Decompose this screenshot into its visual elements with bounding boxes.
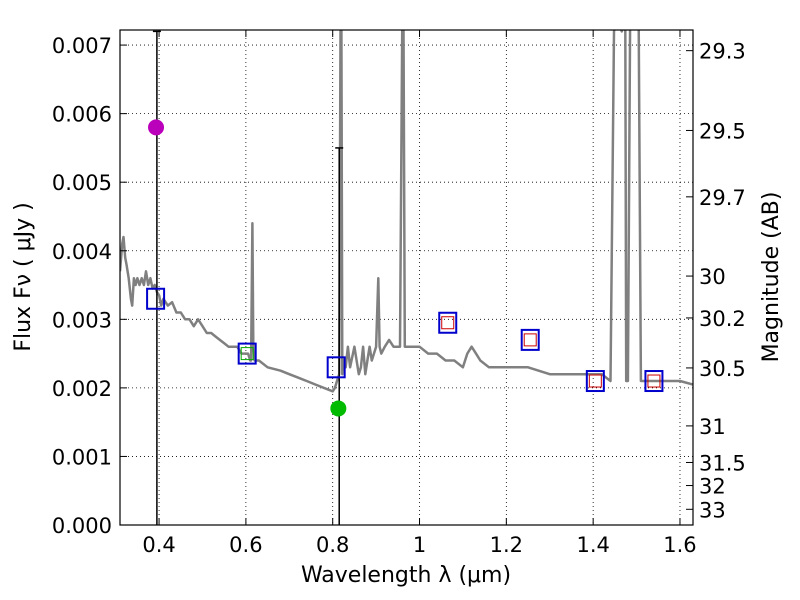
x-tick-label: 1.2	[490, 533, 523, 557]
magnitude-tick-label: 29.7	[699, 186, 746, 210]
magnitude-tick-label: 30	[699, 265, 726, 289]
y-tick-label: 0.000	[52, 514, 112, 538]
magnitude-tick-label: 31	[699, 415, 726, 439]
model-photometry-square	[585, 370, 605, 393]
x-tick-label: 1.6	[663, 533, 696, 557]
observed-photometry-square	[523, 333, 537, 347]
grid	[120, 30, 693, 525]
y-tick-label: 0.007	[52, 34, 112, 58]
x-tick-label: 0.6	[229, 533, 262, 557]
observed-photometry-square	[647, 374, 661, 388]
x-tick-label: 1	[413, 533, 426, 557]
magnitude-tick-label: 29.5	[699, 119, 746, 143]
y-tick-label: 0.002	[52, 377, 112, 401]
magnitude-tick-label: 30.2	[699, 307, 746, 331]
model-photometry-square	[520, 328, 540, 351]
x-axis-label: Wavelength λ (μm)	[301, 563, 511, 588]
magnitude-tick-label: 29.3	[699, 40, 746, 64]
x-tick-label: 1.4	[576, 533, 609, 557]
y-tick-label: 0.006	[52, 103, 112, 127]
observed-photometry-square	[441, 316, 455, 330]
y-tick-label: 0.003	[52, 308, 112, 332]
magnitude-tick-label: 30.5	[699, 357, 746, 381]
y-tick-label: 0.005	[52, 171, 112, 195]
magnitude-tick-label: 32	[699, 475, 726, 499]
x-tick-label: 0.8	[316, 533, 349, 557]
observed-photometry-square	[588, 374, 602, 388]
axes-ticks: 0.4 0.6 0.8 1 1.2 1.4 1.6 0.000 0.001 0.002 0.003 0…	[52, 30, 746, 557]
magnitude-tick-label: 33	[699, 498, 726, 522]
model-spectrum-line	[120, 30, 693, 393]
green-point	[330, 400, 347, 417]
y-tick-label: 0.001	[52, 445, 112, 469]
magnitude-axis-label: Magnitude (AB)	[759, 192, 784, 363]
magenta-point	[148, 119, 165, 136]
model-photometry-square	[644, 370, 664, 393]
model-photometry-square	[438, 311, 458, 334]
data-layer	[120, 30, 693, 525]
observed-photometry-square	[240, 347, 254, 361]
model-photometry-square	[146, 287, 166, 310]
plot-frame	[119, 29, 694, 526]
model-photometry-square	[326, 356, 346, 379]
model-photometry-square	[237, 342, 257, 365]
magnitude-tick-label: 31.5	[699, 451, 746, 475]
y-tick-label: 0.004	[52, 240, 112, 264]
x-tick-label: 0.4	[142, 533, 175, 557]
y-axis-label: Flux Fν ( μJy )	[11, 202, 36, 351]
